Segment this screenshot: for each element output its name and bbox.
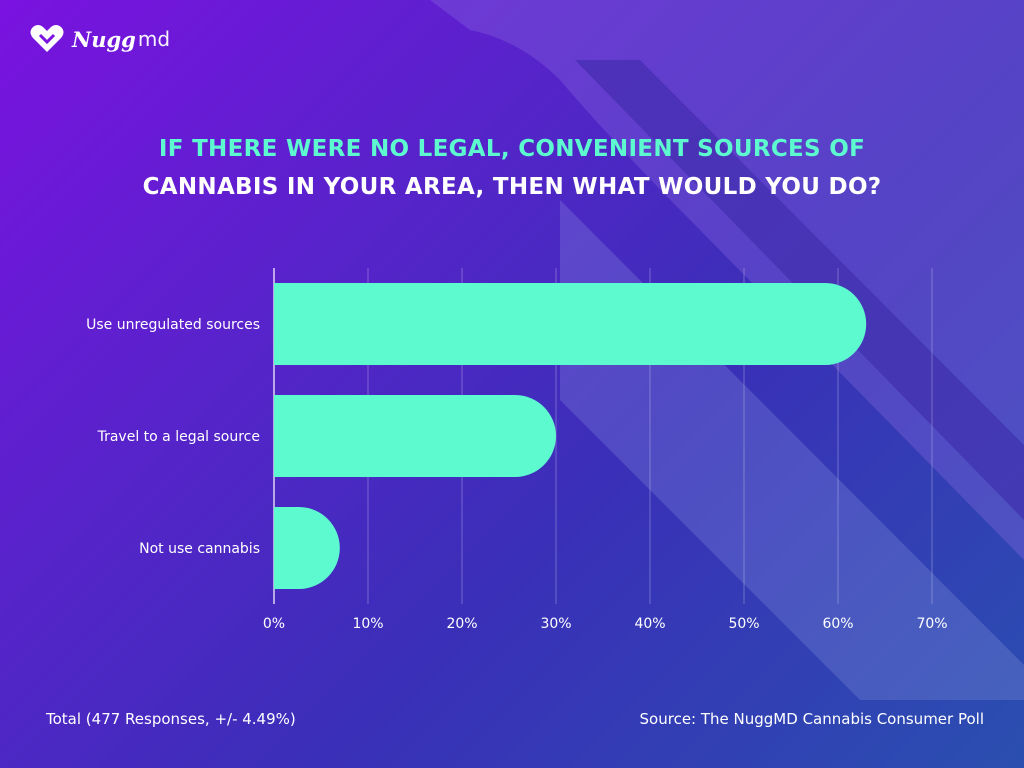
background-shape-large bbox=[430, 0, 1024, 560]
chart-title: IF THERE WERE NO LEGAL, CONVENIENT SOURC… bbox=[0, 130, 1024, 206]
bars bbox=[274, 283, 867, 589]
tick-label: 40% bbox=[634, 616, 665, 632]
category-label: Not use cannabis bbox=[139, 541, 260, 557]
tick-label: 70% bbox=[916, 616, 947, 632]
bar bbox=[274, 395, 556, 477]
bar bbox=[274, 507, 340, 589]
tick-label: 20% bbox=[446, 616, 477, 632]
heart-logo-icon bbox=[30, 25, 64, 52]
total-responses: Total (477 Responses, +/- 4.49%) bbox=[46, 710, 296, 728]
tick-label: 60% bbox=[822, 616, 853, 632]
bar bbox=[274, 283, 867, 365]
chart-title-line-1: IF THERE WERE NO LEGAL, CONVENIENT SOURC… bbox=[158, 136, 866, 162]
brand-name-light: md bbox=[137, 27, 171, 51]
tick-label: 0% bbox=[263, 616, 285, 632]
tick-label: 10% bbox=[352, 616, 383, 632]
category-label: Travel to a legal source bbox=[97, 429, 260, 445]
brand-name-bold: Nugg bbox=[72, 26, 136, 52]
tick-label: 30% bbox=[540, 616, 571, 632]
tick-labels: 0% 10% 20% 30% 40% 50% 60% 70% bbox=[263, 616, 948, 632]
tick-label: 50% bbox=[728, 616, 759, 632]
category-labels: Use unregulated sources Travel to a legal… bbox=[86, 317, 260, 557]
nuggmd-logo: Nugg md bbox=[30, 24, 170, 54]
source-note: Source: The NuggMD Cannabis Consumer Pol… bbox=[639, 710, 984, 728]
chart-title-line-2: CANNABIS IN YOUR AREA, THEN WHAT WOULD Y… bbox=[142, 174, 882, 200]
category-label: Use unregulated sources bbox=[86, 317, 260, 333]
